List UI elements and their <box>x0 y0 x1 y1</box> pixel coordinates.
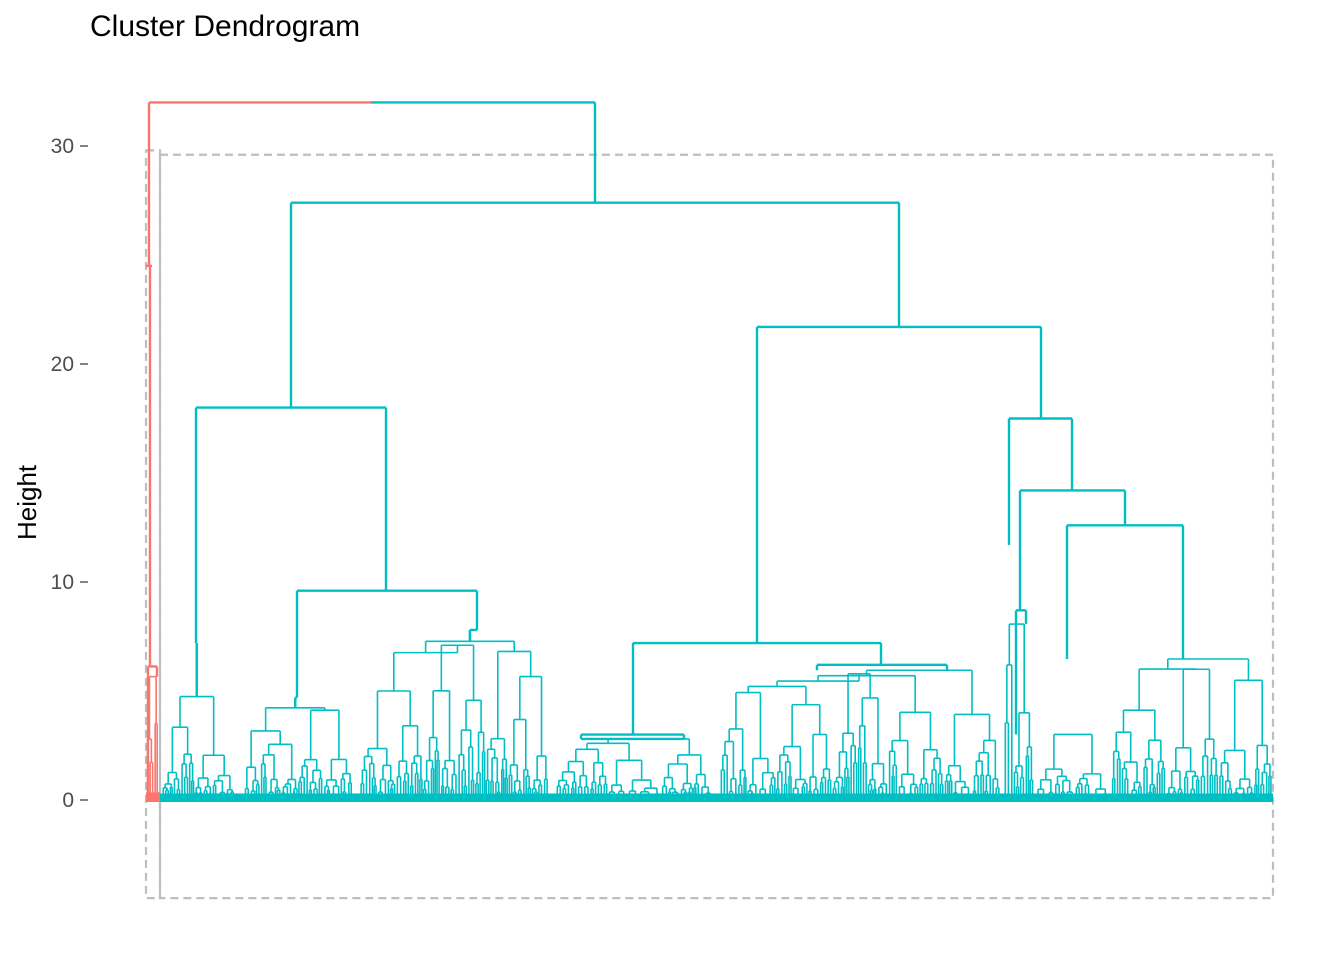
y-tick-label: 10 <box>51 571 74 594</box>
cluster-rectangles <box>144 149 1275 900</box>
cluster-1-rectangle <box>144 149 162 900</box>
cluster-2-leaves <box>160 793 1273 802</box>
y-tick-label: 30 <box>51 135 74 158</box>
y-tick-label: 20 <box>51 353 74 376</box>
cluster-1-leaves <box>146 792 160 802</box>
chart-title: Cluster Dendrogram <box>90 10 361 43</box>
dendrogram-leaves <box>146 792 1273 802</box>
y-tick-label: 0 <box>62 789 74 812</box>
cluster-2-rectangle <box>158 153 1275 900</box>
dendrogram-branches <box>146 101 1272 800</box>
y-axis-ticks: 0 10 20 30 <box>51 135 88 812</box>
